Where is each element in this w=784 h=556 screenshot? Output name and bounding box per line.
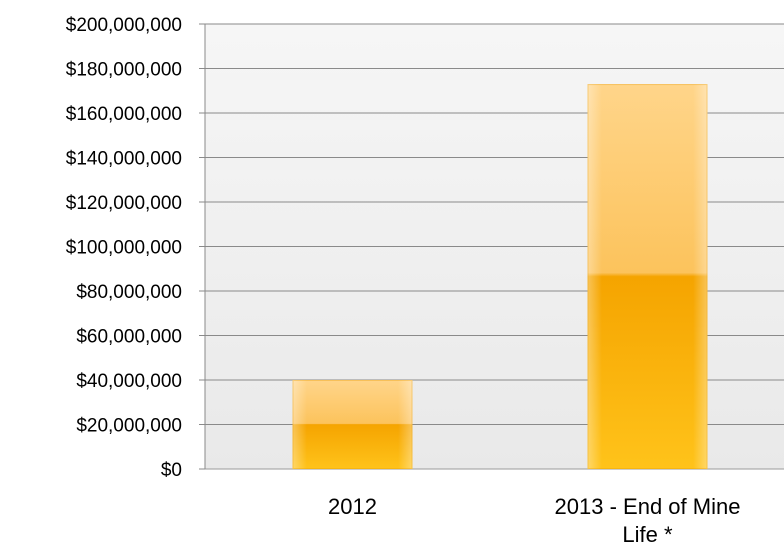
y-tick-label: $200,000,000 [66, 15, 182, 36]
y-tick-label: $100,000,000 [66, 238, 182, 259]
y-tick-label: $40,000,000 [76, 371, 182, 392]
bar-sheen [292, 380, 413, 469]
x-axis-category-labels: 2012 2013 - End of Mine Life * [328, 494, 740, 547]
y-tick-label: $120,000,000 [66, 193, 182, 214]
y-axis-tick-labels: $0 $20,000,000 $40,000,000 $60,000,000 $80,0… [66, 15, 182, 481]
bar-edge [292, 380, 413, 469]
bar-sheen [587, 84, 708, 469]
x-category-label: 2013 - End of Mine [555, 494, 741, 519]
y-tick-label: $180,000,000 [66, 60, 182, 81]
y-tick-label: $60,000,000 [76, 327, 182, 348]
y-tick-label: $160,000,000 [66, 104, 182, 125]
y-tick-label: $20,000,000 [76, 416, 182, 437]
x-category-label: 2012 [328, 494, 377, 519]
y-tick-label: $140,000,000 [66, 149, 182, 170]
y-tick-label: $80,000,000 [76, 282, 182, 303]
x-category-label: Life * [622, 522, 673, 547]
bars [292, 84, 708, 469]
y-tick-label: $0 [161, 460, 182, 481]
bar-edge [587, 84, 708, 469]
